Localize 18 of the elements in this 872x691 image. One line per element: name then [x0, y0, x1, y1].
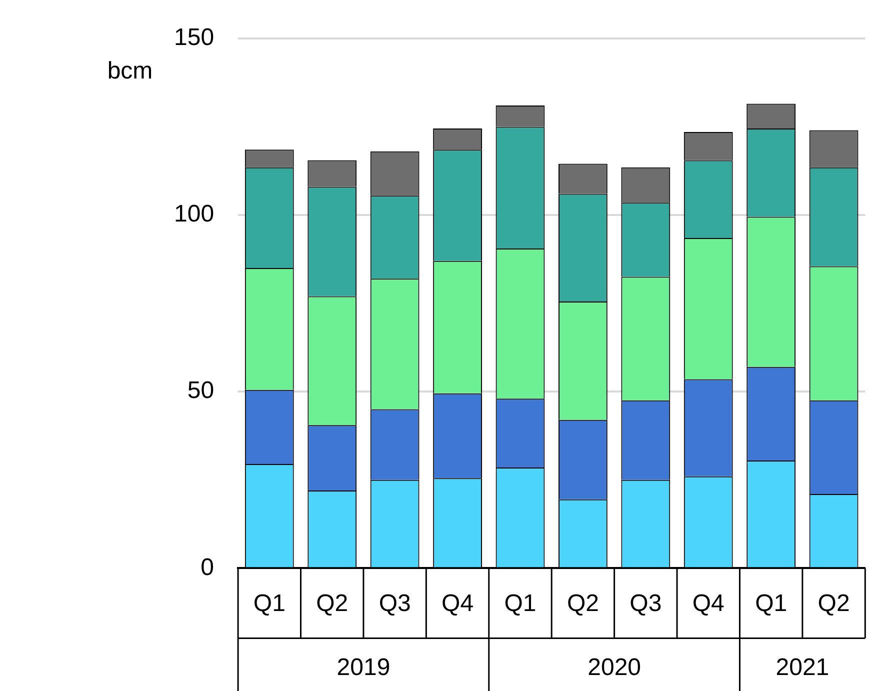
- x-tick-label: Q1: [755, 590, 788, 618]
- y-tick-label: 150: [174, 24, 214, 52]
- text: 2019: [336, 654, 390, 682]
- text: 2021: [776, 654, 830, 682]
- y-tick-label: 100: [174, 200, 214, 228]
- x-tick-label: Q3: [630, 590, 662, 618]
- x-tick-label: Q4: [442, 590, 474, 618]
- x-tick-label: Q2: [818, 590, 850, 618]
- x-tick-label: Q1: [504, 590, 536, 618]
- x-tick-label: Q1: [253, 590, 286, 618]
- text: 2020: [588, 654, 641, 682]
- x-tick-label: Q4: [692, 590, 724, 618]
- y-axis-title: bcm: [107, 58, 153, 85]
- x-tick-label: Q3: [378, 590, 411, 618]
- y-tick-label: 0: [200, 554, 214, 581]
- x-tick-label: Q2: [566, 590, 599, 618]
- x-tick-label: Q2: [316, 590, 348, 618]
- y-tick-label: 50: [187, 377, 214, 404]
